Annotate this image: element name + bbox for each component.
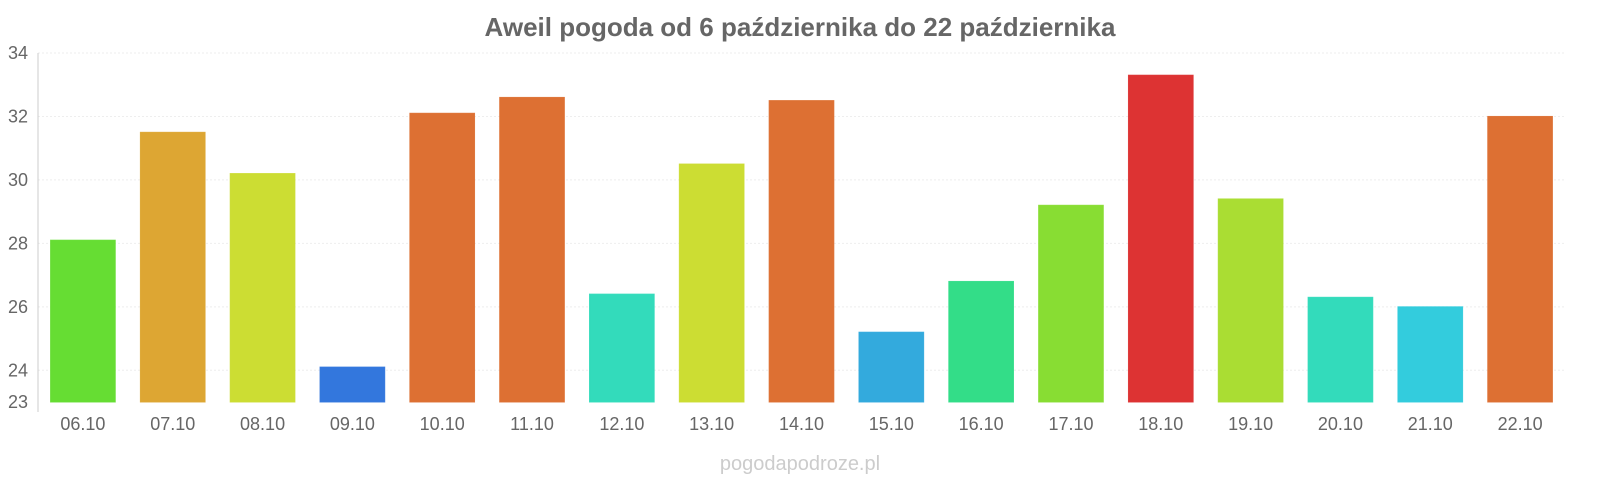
x-tick-label: 17.10	[1048, 414, 1093, 434]
y-tick-label: 28	[8, 233, 28, 253]
y-tick-label: 23	[8, 392, 28, 412]
chart-title: Aweil pogoda od 6 października do 22 paź…	[485, 12, 1116, 42]
bar-10.10	[409, 112, 476, 403]
x-tick-label: 06.10	[60, 414, 105, 434]
bar-14.10	[768, 100, 835, 403]
bar-21.10	[1397, 306, 1464, 403]
bar-22.10	[1487, 115, 1553, 403]
bar-15.10	[858, 331, 925, 403]
bar-08.10	[229, 173, 296, 403]
y-tick-label: 32	[8, 106, 28, 126]
y-tick-label: 30	[8, 170, 28, 190]
bar-13.10	[678, 163, 745, 403]
bar-17.10	[1038, 204, 1104, 403]
x-tick-label: 10.10	[420, 414, 465, 434]
x-tick-label: 12.10	[599, 414, 644, 434]
x-tick-label: 21.10	[1408, 414, 1453, 434]
x-axis: 06.10 07.10 08.10 09.10 10.10 11.10 12.10 13.10…	[60, 414, 1542, 434]
x-tick-label: 08.10	[240, 414, 285, 434]
x-tick-label: 18.10	[1138, 414, 1183, 434]
y-tick-label: 26	[8, 297, 28, 317]
x-tick-label: 07.10	[150, 414, 195, 434]
bar-20.10	[1307, 296, 1374, 403]
bars-layer	[50, 74, 1553, 403]
bar-19.10	[1217, 198, 1284, 403]
bar-12.10	[589, 293, 655, 403]
x-tick-label: 19.10	[1228, 414, 1273, 434]
x-tick-label: 16.10	[959, 414, 1004, 434]
bar-11.10	[499, 96, 565, 403]
x-tick-label: 15.10	[869, 414, 914, 434]
x-tick-label: 14.10	[779, 414, 824, 434]
watermark: pogodapodroze.pl	[720, 453, 880, 475]
bar-09.10	[319, 366, 386, 403]
bar-07.10	[139, 131, 206, 403]
y-tick-label: 24	[8, 360, 28, 380]
bar-18.10	[1127, 74, 1194, 403]
x-tick-label: 22.10	[1498, 414, 1543, 434]
x-tick-label: 11.10	[510, 414, 554, 434]
x-tick-label: 13.10	[689, 414, 734, 434]
x-tick-label: 20.10	[1318, 414, 1363, 434]
y-tick-label: 34	[8, 43, 28, 63]
bar-16.10	[948, 280, 1014, 403]
x-tick-label: 09.10	[330, 414, 375, 434]
bar-06.10	[50, 239, 116, 403]
y-axis: 23 24 26 28 30 32 34	[8, 43, 39, 412]
